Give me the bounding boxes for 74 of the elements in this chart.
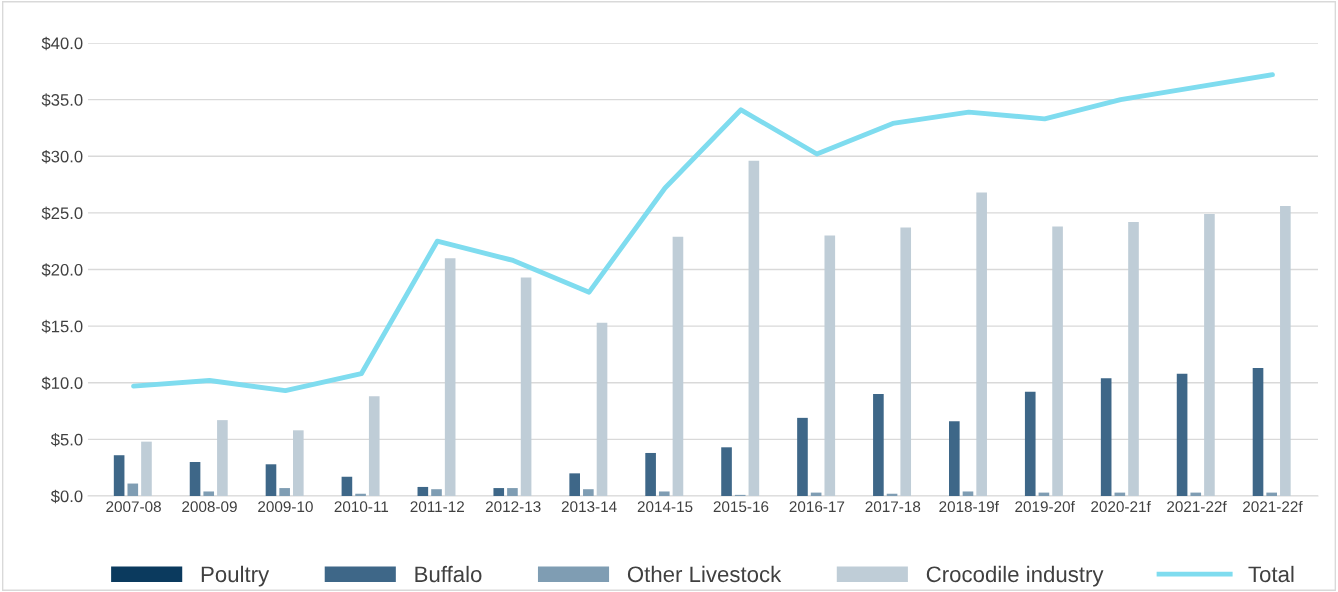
x-tick-label: 2009-10 xyxy=(258,501,313,513)
legend-label: Other Livestock xyxy=(627,565,782,583)
bar xyxy=(1280,206,1291,496)
y-tick-label: $5.0 xyxy=(50,433,83,447)
bar xyxy=(293,430,304,496)
bar xyxy=(672,236,684,496)
x-tick-label: 2012-13 xyxy=(485,501,541,513)
x-tick-label: 2020-21f xyxy=(1091,500,1151,513)
bar xyxy=(583,489,594,496)
x-tick-label: 2019-20f xyxy=(1015,500,1075,513)
x-tick-label: 2008-09 xyxy=(182,501,237,513)
x-tick-label: 2014-15 xyxy=(637,501,693,513)
x-tick-label: 2021-22f xyxy=(1167,500,1227,513)
legend-label: Crocodile industry xyxy=(926,565,1104,587)
bar xyxy=(341,476,353,496)
bar xyxy=(113,455,125,496)
legend-label: Poultry xyxy=(201,565,270,587)
y-tick-label: $30.0 xyxy=(41,149,83,164)
bar xyxy=(431,489,442,496)
x-tick-label: 2016-17 xyxy=(789,501,845,513)
x-tick-label: 2013-14 xyxy=(561,501,617,513)
bar xyxy=(962,491,974,496)
bar xyxy=(1052,226,1063,496)
y-tick-label: $0.0 xyxy=(50,489,83,504)
x-tick-label: 2007-08 xyxy=(106,501,161,513)
bar xyxy=(368,396,380,496)
x-tick-label: 2021-22f xyxy=(1243,500,1303,513)
bar xyxy=(217,420,228,496)
bar xyxy=(127,483,139,496)
line-series xyxy=(131,72,1275,394)
bar xyxy=(873,394,884,496)
bar xyxy=(189,462,201,496)
bar xyxy=(658,491,670,496)
y-tick-label: $40.0 xyxy=(41,36,83,51)
bar xyxy=(265,464,277,496)
y-tick-label: $35.0 xyxy=(41,93,83,107)
bar xyxy=(748,160,760,496)
x-tick-label: 2017-18 xyxy=(865,501,921,513)
bar xyxy=(1128,221,1139,496)
bar xyxy=(493,488,505,496)
bar xyxy=(949,421,960,496)
bar xyxy=(520,277,532,496)
bar xyxy=(900,227,912,496)
x-tick-label: 2015-16 xyxy=(713,501,769,513)
x-tick-label: 2010-11 xyxy=(334,501,389,513)
bar xyxy=(417,486,429,496)
bar xyxy=(721,447,732,496)
y-tick-label: $10.0 xyxy=(41,376,83,390)
legend-label: Buffalo xyxy=(415,565,482,583)
x-tick-label: 2011-12 xyxy=(410,501,464,513)
y-tick-label: $15.0 xyxy=(41,319,83,334)
y-tick-label: $20.0 xyxy=(41,263,83,277)
y-tick-label: $25.0 xyxy=(41,206,83,221)
legend-label: Total xyxy=(1248,565,1294,583)
bar xyxy=(1190,492,1202,496)
bar xyxy=(824,235,836,496)
bar xyxy=(1024,391,1036,496)
bar xyxy=(141,441,152,496)
x-tick-label: 2018-19f xyxy=(939,500,999,513)
bar xyxy=(1100,378,1112,496)
bar xyxy=(203,491,215,496)
bar xyxy=(645,452,656,496)
bar xyxy=(507,488,518,496)
bar xyxy=(1252,368,1264,496)
bar xyxy=(355,493,366,496)
bar xyxy=(797,417,808,496)
bar xyxy=(596,322,608,496)
bar xyxy=(976,192,987,496)
bar xyxy=(1266,492,1277,496)
bar xyxy=(279,488,290,496)
bar xyxy=(444,258,456,496)
bar xyxy=(1204,214,1215,496)
bar xyxy=(569,473,580,496)
bar xyxy=(1176,373,1188,496)
